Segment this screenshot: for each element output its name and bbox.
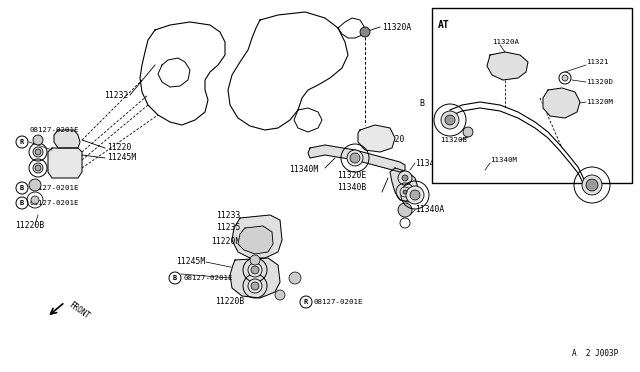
Bar bbox=[432, 8, 632, 183]
Circle shape bbox=[350, 153, 360, 163]
Text: 08127-0201E: 08127-0201E bbox=[183, 275, 232, 281]
Text: 11320A: 11320A bbox=[492, 39, 519, 45]
Text: 11340A: 11340A bbox=[415, 205, 444, 215]
Text: 08127-0201E: 08127-0201E bbox=[314, 299, 364, 305]
Text: 11320A: 11320A bbox=[382, 22, 412, 32]
Text: 11220N: 11220N bbox=[211, 237, 240, 247]
Circle shape bbox=[248, 279, 262, 293]
Polygon shape bbox=[48, 148, 82, 178]
Text: 08127-0201E: 08127-0201E bbox=[30, 127, 79, 133]
Text: 11340M: 11340M bbox=[490, 157, 517, 163]
Text: B: B bbox=[419, 99, 424, 108]
Text: R: R bbox=[304, 299, 308, 305]
Circle shape bbox=[441, 111, 459, 129]
Polygon shape bbox=[230, 258, 280, 298]
Text: 11245M: 11245M bbox=[176, 257, 205, 266]
Text: A  2 J003P: A 2 J003P bbox=[572, 349, 618, 358]
Polygon shape bbox=[238, 226, 273, 254]
Circle shape bbox=[31, 196, 39, 204]
Circle shape bbox=[33, 163, 43, 173]
Circle shape bbox=[248, 263, 262, 277]
Circle shape bbox=[400, 187, 410, 197]
Text: 11321: 11321 bbox=[586, 59, 609, 65]
Polygon shape bbox=[487, 52, 528, 80]
Circle shape bbox=[275, 290, 285, 300]
Text: 08127-0201E: 08127-0201E bbox=[30, 185, 79, 191]
Text: 11320: 11320 bbox=[380, 135, 404, 144]
Circle shape bbox=[406, 186, 424, 204]
Text: B: B bbox=[20, 185, 24, 191]
Text: 11320D: 11320D bbox=[586, 79, 613, 85]
Text: 11233: 11233 bbox=[216, 211, 240, 219]
Circle shape bbox=[35, 149, 41, 155]
Text: 11340B: 11340B bbox=[415, 158, 444, 167]
Text: 11245M: 11245M bbox=[107, 154, 136, 163]
Circle shape bbox=[29, 179, 41, 191]
Circle shape bbox=[250, 255, 260, 265]
Text: 11220: 11220 bbox=[107, 144, 131, 153]
Circle shape bbox=[402, 175, 408, 181]
Text: 11320E: 11320E bbox=[337, 170, 366, 180]
Text: R: R bbox=[20, 139, 24, 145]
Text: B: B bbox=[20, 200, 24, 206]
Circle shape bbox=[347, 150, 363, 166]
Polygon shape bbox=[358, 125, 395, 152]
Circle shape bbox=[398, 203, 412, 217]
Text: AT: AT bbox=[438, 20, 450, 30]
Polygon shape bbox=[543, 88, 580, 118]
Text: FRONT: FRONT bbox=[67, 300, 91, 321]
Polygon shape bbox=[54, 130, 80, 148]
Circle shape bbox=[463, 127, 473, 137]
Circle shape bbox=[33, 147, 43, 157]
Circle shape bbox=[410, 190, 420, 200]
Text: 11220B: 11220B bbox=[215, 298, 244, 307]
Text: B: B bbox=[173, 275, 177, 281]
Text: 11220B: 11220B bbox=[15, 221, 44, 230]
Text: 11232: 11232 bbox=[104, 90, 128, 99]
Circle shape bbox=[445, 115, 455, 125]
Circle shape bbox=[289, 272, 301, 284]
Circle shape bbox=[251, 266, 259, 274]
Text: 11235: 11235 bbox=[216, 224, 240, 232]
Polygon shape bbox=[390, 168, 418, 202]
Circle shape bbox=[360, 27, 370, 37]
Circle shape bbox=[33, 135, 43, 145]
Circle shape bbox=[582, 175, 602, 195]
Polygon shape bbox=[308, 145, 405, 172]
Circle shape bbox=[586, 179, 598, 191]
Circle shape bbox=[251, 282, 259, 290]
Circle shape bbox=[398, 171, 412, 185]
Polygon shape bbox=[232, 215, 282, 258]
Circle shape bbox=[562, 75, 568, 81]
Text: 08127-0201E: 08127-0201E bbox=[30, 200, 79, 206]
Text: 11320B: 11320B bbox=[440, 137, 467, 143]
Circle shape bbox=[403, 190, 407, 194]
Circle shape bbox=[35, 165, 41, 171]
Text: 11340B: 11340B bbox=[337, 183, 366, 192]
Text: 11340M: 11340M bbox=[289, 166, 318, 174]
Text: 11320M: 11320M bbox=[586, 99, 613, 105]
